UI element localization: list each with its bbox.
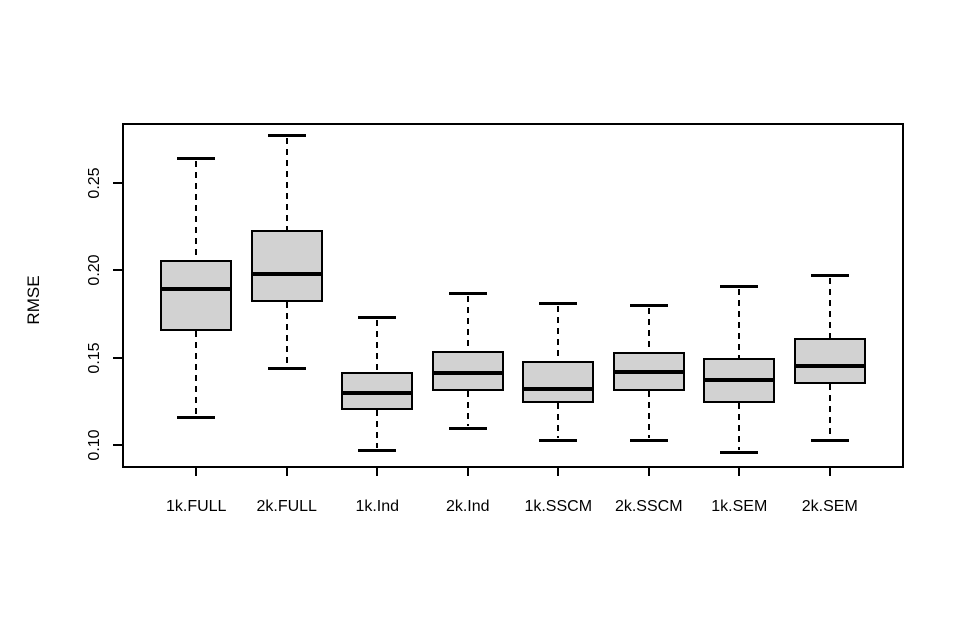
x-axis-tick [557,468,560,476]
x-axis-tick [828,468,831,476]
upper-whisker-cap [177,157,216,161]
upper-whisker-cap [629,304,668,308]
upper-whisker [828,278,831,339]
upper-whisker [466,295,469,351]
x-axis-tick [738,468,741,476]
lower-whisker-cap [539,438,578,442]
lower-whisker [376,410,379,449]
lower-whisker-cap [720,451,759,455]
lower-whisker [738,403,741,451]
iqr-box [160,259,233,332]
iqr-box [250,229,323,302]
x-axis-tick [195,468,198,476]
lower-whisker-cap [629,438,668,442]
median-line [795,364,864,369]
plot-frame [122,123,904,468]
iqr-box [793,338,866,384]
lower-whisker [557,403,560,438]
median-line [614,369,683,374]
y-axis-tick [113,181,122,184]
x-tick-label: 1k.Ind [355,498,400,515]
lower-whisker [285,301,288,367]
lower-whisker [647,390,650,438]
upper-whisker-cap [448,291,487,295]
x-tick-label: 2k.Ind [445,498,490,515]
x-axis-tick [285,468,288,476]
iqr-box [522,361,595,404]
y-tick-label: 0.20 [86,254,103,286]
lower-whisker [195,331,198,416]
lower-whisker [828,383,831,438]
x-tick-label: 1k.SEM [711,498,768,515]
median-line [343,390,412,395]
x-tick-label: 1k.FULL [165,498,227,515]
upper-whisker [376,320,379,372]
y-tick-label: 0.10 [86,429,103,461]
lower-whisker-cap [810,438,849,442]
upper-whisker-cap [267,134,306,138]
x-tick-label: 2k.SEM [801,498,858,515]
median-line [705,378,774,383]
iqr-box [431,350,504,391]
upper-whisker-cap [539,302,578,306]
x-axis-tick [376,468,379,476]
lower-whisker-cap [177,416,216,420]
y-axis-tick [113,444,122,447]
x-tick-label: 1k.SSCM [524,498,593,515]
x-axis-tick [466,468,469,476]
y-tick-label: 0.25 [86,166,103,199]
y-axis-tick [113,269,122,272]
median-line [524,387,593,392]
median-line [162,287,231,292]
upper-whisker-cap [720,284,759,288]
lower-whisker [466,390,469,426]
upper-whisker [738,288,741,358]
lower-whisker-cap [358,449,397,453]
x-axis-tick [647,468,650,476]
upper-whisker [195,161,198,260]
upper-whisker-cap [358,316,397,320]
upper-whisker [647,308,650,353]
y-axis-tick [113,356,122,359]
lower-whisker-cap [448,426,487,430]
upper-whisker [557,306,560,362]
y-tick-label: 0.15 [86,342,103,374]
median-line [252,271,321,276]
median-line [433,371,502,376]
y-axis-title: RMSE [24,275,43,325]
upper-whisker-cap [810,274,849,278]
upper-whisker [285,138,288,230]
lower-whisker-cap [267,367,306,371]
x-tick-label: 2k.FULL [256,498,317,515]
x-tick-label: 2k.SSCM [614,498,683,515]
